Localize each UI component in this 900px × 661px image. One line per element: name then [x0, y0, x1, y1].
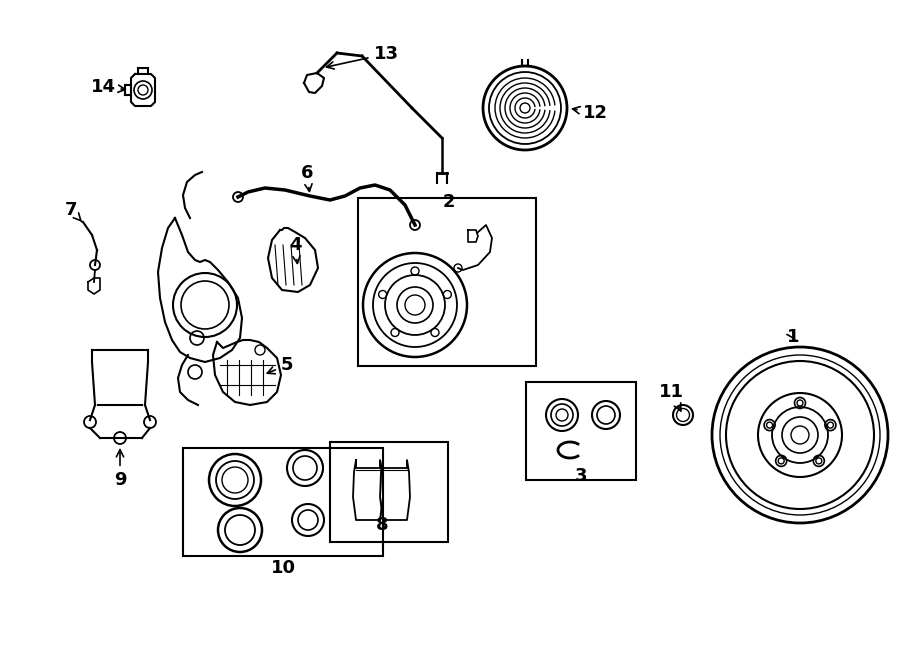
Text: 4: 4 [289, 236, 302, 263]
Text: 14: 14 [91, 78, 125, 96]
Bar [526, 382, 636, 480]
Text: 6: 6 [301, 164, 313, 192]
Text: 11: 11 [659, 383, 683, 411]
Text: 10: 10 [271, 559, 295, 577]
Text: 2: 2 [443, 193, 455, 211]
Text: 7: 7 [65, 201, 82, 222]
Text: 3: 3 [575, 467, 587, 485]
Bar [358, 198, 536, 366]
Text: 12: 12 [572, 104, 608, 122]
Text: 1: 1 [787, 328, 799, 346]
Bar [183, 448, 383, 556]
Bar [330, 442, 448, 542]
Text: 8: 8 [375, 516, 388, 534]
Text: 9: 9 [113, 449, 126, 489]
Text: 13: 13 [327, 45, 399, 69]
Text: 5: 5 [267, 356, 293, 374]
